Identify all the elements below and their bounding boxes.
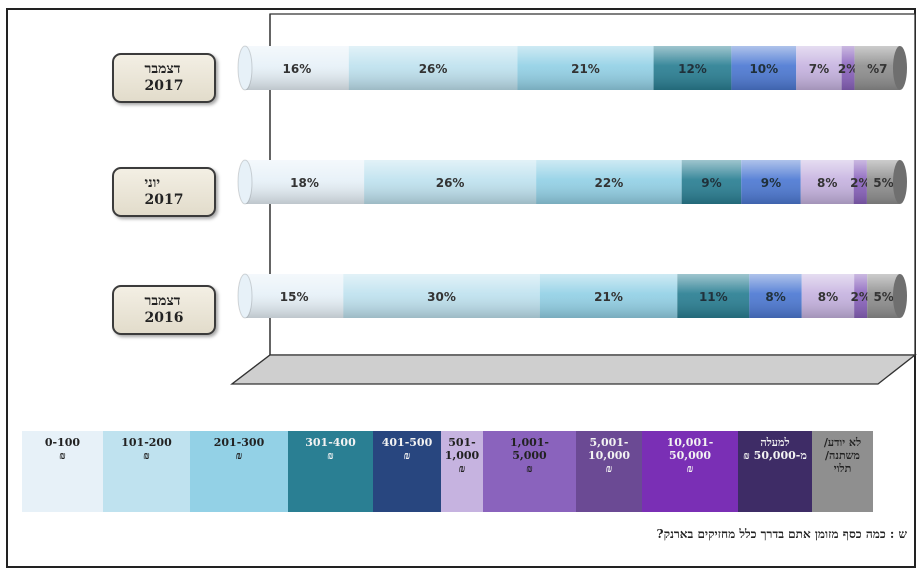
- bar-cap-right-0: [893, 46, 907, 90]
- legend-item-4: 401-500 ₪: [373, 431, 441, 512]
- plot-floor: [230, 354, 917, 385]
- bar-shine-1: [245, 160, 900, 204]
- legend-item-9: למעלה מ-50,000 ₪: [738, 431, 812, 512]
- category-label-text-0: דצמבר 2017: [144, 61, 184, 94]
- legend: 0-100 ₪ 101-200 ₪ 201-300 ₪ 301-400 ₪ 401-50…: [22, 431, 910, 512]
- legend-item-1: 101-200 ₪: [103, 431, 190, 512]
- category-label-1: יוני 2017: [112, 167, 216, 217]
- bar-shine-0: [245, 46, 900, 90]
- legend-item-0: 0-100 ₪: [22, 431, 103, 512]
- legend-item-10: לא יודע/ משתנה/ תלוי: [812, 431, 873, 512]
- legend-item-5: 501- 1,000 ₪: [441, 431, 483, 512]
- survey-question: ש : כמה כסף מזומן אתם בדרך כלל מחזיקים ב…: [656, 527, 907, 541]
- legend-item-6: 1,001- 5,000 ₪: [483, 431, 576, 512]
- bar-cap-left-1: [237, 159, 253, 205]
- legend-item-3: 301-400 ₪: [288, 431, 373, 512]
- bar-cap-left-2: [237, 273, 253, 319]
- category-label-text-1: יוני 2017: [144, 175, 184, 208]
- legend-item-8: 10,001- 50,000 ₪: [642, 431, 738, 512]
- category-label-2: דצמבר 2016: [112, 285, 216, 335]
- legend-item-2: 201-300 ₪: [190, 431, 288, 512]
- legend-item-7: 5,001- 10,000 ₪: [576, 431, 642, 512]
- bar-cap-right-2: [893, 274, 907, 318]
- bar-cap-right-1: [893, 160, 907, 204]
- category-label-0: דצמבר 2017: [112, 53, 216, 103]
- bar-shine-2: [245, 274, 900, 318]
- bar-cap-left-0: [237, 45, 253, 91]
- category-label-text-2: דצמבר 2016: [144, 293, 184, 326]
